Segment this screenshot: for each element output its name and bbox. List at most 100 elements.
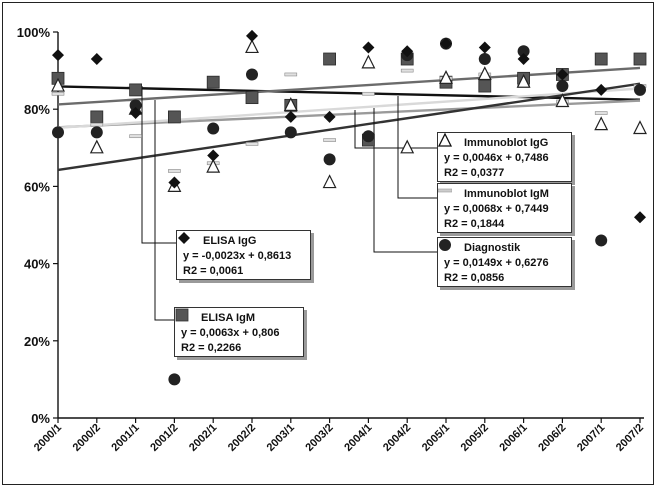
legend-elisa-igm: ELISA IgM y = 0,0063x + 0,806 R2 = 0,226…: [174, 307, 304, 357]
legend-r2: R2 = 0,0377: [444, 167, 505, 179]
data-point-circle: [52, 126, 64, 139]
data-point-dash: [400, 68, 414, 73]
trend-line: [57, 87, 641, 130]
diamond-marker-icon: [178, 232, 197, 249]
data-point-dash: [594, 111, 608, 115]
data-point-dash: [51, 91, 65, 96]
dash-marker-icon: [438, 188, 458, 202]
axes: [53, 31, 644, 423]
data-point-diamond: [478, 41, 491, 54]
data-point-diamond: [52, 49, 64, 62]
trend-line: [57, 66, 641, 106]
legend-immunoblot-igg: Immunoblot IgG y = 0,0046x + 0,7486 R2 =…: [437, 132, 572, 182]
data-point-diamond: [401, 45, 414, 58]
legend-connector: [141, 86, 176, 244]
data-point-triangle: [633, 120, 647, 135]
legend-name: ELISA IgM: [201, 312, 255, 324]
legend-equation: y = 0,0149x + 0,6276: [444, 257, 549, 269]
data-point-circle: [478, 53, 491, 66]
square-marker-icon: [175, 308, 195, 326]
data-point-dash: [129, 134, 142, 139]
x-tick-label: 2004/1: [342, 422, 374, 454]
legend-name: ELISA IgG: [203, 235, 257, 247]
trend-line: [57, 99, 641, 129]
x-tick-label: 2000/1: [32, 422, 64, 454]
legend-equation: y = -0,0023x + 0,8613: [183, 250, 292, 262]
x-tick-label: 2005/1: [420, 422, 452, 454]
data-point-triangle: [439, 69, 453, 84]
data-point-dash: [245, 142, 259, 146]
legend-r2: R2 = 0,2266: [181, 342, 242, 354]
data-point-triangle: [516, 73, 531, 88]
data-point-diamond: [129, 107, 142, 120]
x-tick-label: 2001/1: [109, 422, 141, 454]
data-point-dash: [284, 72, 298, 77]
data-point-square: [90, 110, 104, 124]
legend-name: Diagnostik: [464, 242, 521, 254]
data-points: [51, 29, 647, 386]
x-tick-label: 2006/1: [497, 422, 529, 454]
data-point-square: [129, 83, 143, 97]
data-point-triangle: [322, 174, 337, 189]
data-point-dash: [90, 122, 104, 127]
data-point-triangle: [283, 96, 298, 111]
data-point-diamond: [440, 37, 452, 50]
y-tick-label: 100%: [17, 25, 51, 40]
legend-elisa-igg: ELISA IgG y = -0,0023x + 0,8613 R2 = 0,0…: [176, 230, 311, 280]
circle-marker-icon: [439, 239, 458, 256]
data-point-diamond: [323, 110, 336, 123]
data-point-square: [206, 75, 220, 89]
data-point-circle: [129, 99, 142, 112]
data-point-triangle: [89, 139, 104, 154]
data-point-circle: [362, 130, 375, 143]
data-point-square: [245, 91, 259, 105]
data-point-triangle: [594, 116, 609, 131]
x-tick-label: 2004/2: [381, 422, 413, 454]
data-point-square: [167, 110, 181, 124]
data-point-circle: [168, 373, 181, 386]
data-point-square: [594, 52, 608, 66]
legend-diagnostik: Diagnostik y = 0,0149x + 0,6276 R2 = 0,0…: [437, 237, 572, 287]
x-tick-label: 2005/2: [459, 422, 491, 454]
legend-name: Immunoblot IgM: [464, 188, 549, 200]
x-tick-label: 2001/2: [148, 422, 180, 454]
legend-r2: R2 = 0,0061: [183, 265, 244, 277]
data-point-triangle: [361, 54, 376, 69]
data-point-circle: [323, 153, 336, 166]
data-point-diamond: [595, 83, 608, 96]
data-point-diamond: [517, 53, 530, 66]
legend-r2: R2 = 0,0856: [444, 272, 505, 284]
data-point-diamond: [556, 68, 569, 81]
data-point-circle: [90, 126, 103, 139]
data-point-diamond: [284, 110, 297, 123]
data-point-square: [323, 52, 337, 66]
x-tick-label: 2002/1: [187, 422, 219, 454]
x-tick-label: 2006/2: [536, 422, 568, 454]
data-point-triangle: [206, 158, 221, 173]
legend-connector: [154, 100, 174, 321]
data-point-dash: [168, 169, 181, 173]
data-point-triangle: [245, 39, 259, 54]
data-point-circle: [207, 122, 220, 135]
data-point-triangle: [477, 66, 492, 81]
data-point-triangle: [555, 93, 570, 108]
data-point-circle: [595, 234, 608, 247]
x-tick-label: 2007/1: [575, 422, 607, 454]
x-tick-label: 2002/2: [226, 422, 258, 454]
legend-equation: y = 0,0046x + 0,7486: [444, 152, 549, 164]
data-point-circle: [517, 45, 530, 58]
y-tick-label: 80%: [24, 102, 50, 117]
data-point-square: [478, 79, 492, 93]
legend-immunoblot-igm: Immunoblot IgM y = 0,0068x + 0,7449 R2 =…: [437, 183, 572, 233]
y-tick-label: 20%: [24, 334, 50, 349]
legend-r2: R2 = 0,1844: [444, 218, 505, 230]
data-point-diamond: [246, 29, 258, 42]
data-point-circle: [556, 80, 569, 93]
data-point-diamond: [634, 211, 646, 224]
y-tick-label: 60%: [24, 179, 50, 194]
data-point-circle: [634, 83, 646, 96]
data-point-triangle: [400, 139, 415, 154]
legend-equation: y = 0,0068x + 0,7449: [444, 203, 549, 215]
data-point-circle: [284, 126, 297, 139]
data-point-dash: [323, 138, 336, 142]
